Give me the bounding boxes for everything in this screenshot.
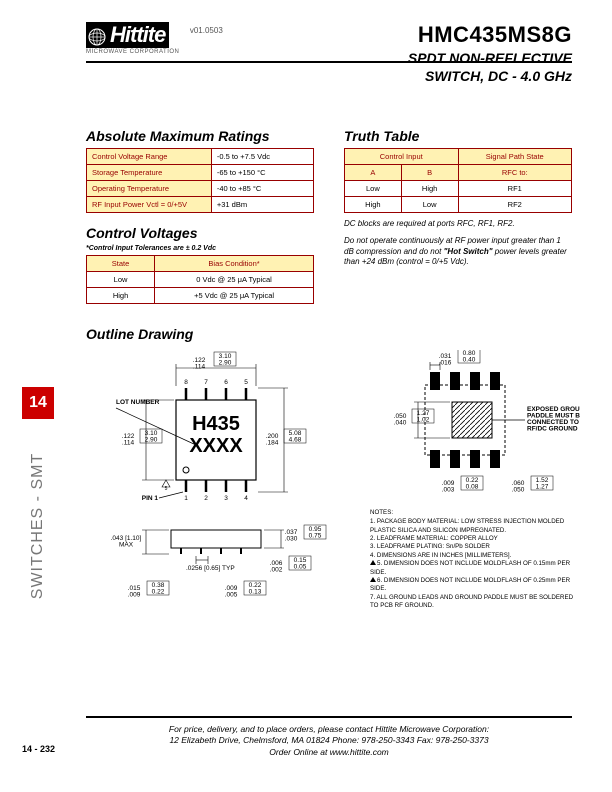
svg-text:1: 1 — [184, 495, 188, 502]
right-column: Truth Table Control InputSignal Path Sta… — [344, 128, 572, 304]
part-desc-line1: SPDT NON-REFLECTIVE — [408, 50, 572, 68]
table-row: Low0 Vdc @ 25 μA Typical — [87, 272, 314, 288]
svg-text:.031.016: .031.016 — [439, 353, 452, 367]
cv-table: StateBias Condition* Low0 Vdc @ 25 μA Ty… — [86, 255, 314, 304]
triangle-icon — [370, 560, 376, 565]
table-row: Storage Temperature-65 to +150 °C — [87, 165, 314, 181]
svg-text:0.220.08: 0.220.08 — [466, 477, 479, 491]
svg-text:0.220.13: 0.220.13 — [249, 582, 262, 596]
outline-drawing: 87 65 12 34 H435 XXXX LOT NUMBER PIN 1 .… — [86, 350, 572, 610]
header: Hittite MICROWAVE CORPORATION v01.0503 H… — [86, 22, 572, 63]
table-row: LowHighRF1 — [345, 181, 572, 197]
svg-text:.122.114: .122.114 — [193, 357, 206, 371]
svg-text:5.084.68: 5.084.68 — [289, 430, 302, 444]
page-number: 14 - 232 — [22, 744, 55, 754]
table-row: RF Input Power Vctl = 0/+5V+31 dBm — [87, 197, 314, 213]
tt-note1: DC blocks are required at ports RFC, RF1… — [344, 219, 572, 230]
logo: Hittite MICROWAVE CORPORATION — [86, 22, 179, 55]
section-tab: 14 — [22, 387, 54, 419]
truth-table: Control InputSignal Path State ABRFC to:… — [344, 148, 572, 213]
svg-text:0.380.22: 0.380.22 — [152, 582, 165, 596]
svg-text:3.102.90: 3.102.90 — [219, 353, 232, 367]
table-row: HighLowRF2 — [345, 197, 572, 213]
svg-text:1.521.27: 1.521.27 — [536, 477, 549, 491]
svg-text:H435: H435 — [192, 413, 240, 435]
triangle-icon — [370, 577, 376, 582]
part-desc-line2: SWITCH, DC - 4.0 GHz — [408, 68, 572, 86]
svg-text:5: 5 — [244, 379, 248, 386]
svg-text:3.102.90: 3.102.90 — [145, 430, 158, 444]
doc-version: v01.0503 — [190, 26, 223, 35]
table-row: High+5 Vdc @ 25 μA Typical — [87, 288, 314, 304]
svg-text:2: 2 — [204, 495, 208, 502]
svg-text:.037.030: .037.030 — [285, 529, 298, 543]
footprint-drawing: EXPOSED GROUNDPADDLE MUST BECONNECTED TO… — [370, 350, 580, 500]
svg-text:8: 8 — [184, 379, 188, 386]
section-label: SWITCHES - SMT — [22, 426, 54, 626]
globe-grid-icon — [88, 28, 106, 46]
footer: For price, delivery, and to place orders… — [86, 716, 572, 758]
svg-text:.009.005: .009.005 — [225, 585, 238, 599]
amr-title: Absolute Maximum Ratings — [86, 128, 314, 144]
svg-text:4: 4 — [244, 495, 248, 502]
tt-note2: Do not operate continuously at RF power … — [344, 236, 572, 268]
svg-text:6: 6 — [224, 379, 228, 386]
svg-text:5: 5 — [165, 486, 168, 492]
drawing-notes: NOTES: 1. PACKAGE BODY MATERIAL: LOW STR… — [370, 509, 580, 610]
package-drawing: 87 65 12 34 H435 XXXX LOT NUMBER PIN 1 .… — [86, 350, 346, 610]
svg-text:XXXX: XXXX — [189, 435, 243, 457]
part-number: HMC435MS8G — [408, 22, 572, 48]
svg-text:.015.009: .015.009 — [128, 585, 141, 599]
tt-title: Truth Table — [344, 128, 572, 144]
outline-title: Outline Drawing — [86, 326, 572, 342]
svg-text:.200.184: .200.184 — [266, 433, 279, 447]
svg-text:PIN 1: PIN 1 — [142, 495, 159, 502]
logo-subtitle: MICROWAVE CORPORATION — [86, 49, 179, 55]
cv-title: Control Voltages — [86, 225, 314, 241]
logo-text: Hittite — [110, 22, 165, 47]
part-header: HMC435MS8G SPDT NON-REFLECTIVE SWITCH, D… — [408, 22, 572, 85]
svg-text:.060.050: .060.050 — [512, 480, 525, 494]
svg-text:.006.002: .006.002 — [270, 560, 283, 574]
svg-text:3: 3 — [224, 495, 228, 502]
svg-text:.0256 [0.65] TYP: .0256 [0.65] TYP — [186, 565, 235, 572]
svg-text:0.800.40: 0.800.40 — [463, 350, 476, 364]
svg-text:.050.040: .050.040 — [394, 413, 407, 427]
table-row: Control Voltage Range-0.5 to +7.5 Vdc — [87, 149, 314, 165]
svg-text:1.271.02: 1.271.02 — [417, 410, 430, 424]
svg-text:.009.003: .009.003 — [442, 480, 455, 494]
cv-subtitle: *Control Input Tolerances are ± 0.2 Vdc — [86, 245, 314, 252]
svg-text:.043 [1.10]MAX: .043 [1.10]MAX — [111, 535, 142, 549]
svg-text:EXPOSED GROUNDPADDLE MUST BECO: EXPOSED GROUNDPADDLE MUST BECONNECTED TO… — [527, 406, 580, 433]
svg-text:.122.114: .122.114 — [122, 433, 135, 447]
svg-text:0.950.75: 0.950.75 — [309, 526, 322, 540]
left-column: Absolute Maximum Ratings Control Voltage… — [86, 128, 314, 304]
svg-text:7: 7 — [204, 379, 208, 386]
amr-table: Control Voltage Range-0.5 to +7.5 Vdc St… — [86, 148, 314, 213]
svg-text:0.150.05: 0.150.05 — [294, 557, 307, 571]
table-row: Operating Temperature-40 to +85 °C — [87, 181, 314, 197]
